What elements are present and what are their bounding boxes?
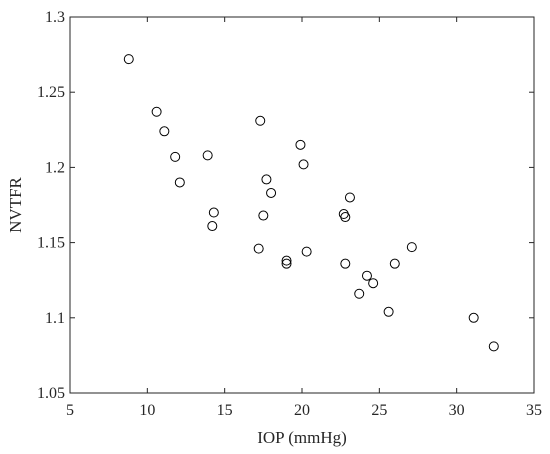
data-point [383, 306, 394, 317]
data-point [389, 258, 400, 269]
x-tick-label: 10 [139, 402, 155, 419]
data-point [151, 106, 162, 117]
x-tick-label: 35 [526, 402, 542, 419]
y-tick-label: 1.1 [45, 310, 65, 327]
data-point [354, 288, 365, 299]
data-point [123, 54, 134, 65]
data-point [261, 174, 272, 185]
y-tick-label: 1.25 [37, 84, 65, 101]
x-tick-label: 30 [449, 402, 465, 419]
data-point [159, 126, 170, 137]
y-tick-label: 1.05 [37, 385, 65, 402]
data-point [406, 242, 417, 253]
data-point [488, 341, 499, 352]
y-axis-label: NVTFR [6, 176, 25, 232]
y-tick-label: 1.3 [45, 9, 65, 26]
x-axis-label: IOP (mmHg) [257, 428, 347, 447]
data-point [174, 177, 185, 188]
x-tick-label: 25 [371, 402, 387, 419]
data-point [301, 246, 312, 257]
y-tick-labels: 1.05 1.1 1.15 1.2 1.25 1.3 [37, 9, 65, 402]
data-point [368, 278, 379, 289]
data-point [208, 207, 219, 218]
x-tick-label: 15 [217, 402, 233, 419]
data-point [468, 312, 479, 323]
plot-frame [69, 16, 535, 394]
data-point [298, 159, 309, 170]
data-point [253, 243, 264, 254]
data-point [170, 151, 181, 162]
data-points [123, 54, 499, 352]
x-tick-label: 20 [294, 402, 310, 419]
data-point [258, 210, 269, 221]
data-point [344, 192, 355, 203]
data-point [338, 209, 349, 220]
data-point [361, 270, 372, 281]
x-tick-label: 5 [66, 402, 74, 419]
data-point [255, 115, 266, 126]
x-tick-labels: 5 10 15 20 25 30 35 [66, 402, 542, 419]
y-tick-label: 1.15 [37, 235, 65, 252]
data-point [281, 258, 292, 269]
data-point [202, 150, 213, 161]
plot-area-background [70, 17, 534, 393]
data-point [295, 139, 306, 150]
data-point [340, 212, 351, 223]
y-tick-label: 1.2 [45, 159, 65, 176]
data-point [266, 187, 277, 198]
data-point [281, 255, 292, 266]
data-point [340, 258, 351, 269]
data-point [207, 221, 218, 232]
